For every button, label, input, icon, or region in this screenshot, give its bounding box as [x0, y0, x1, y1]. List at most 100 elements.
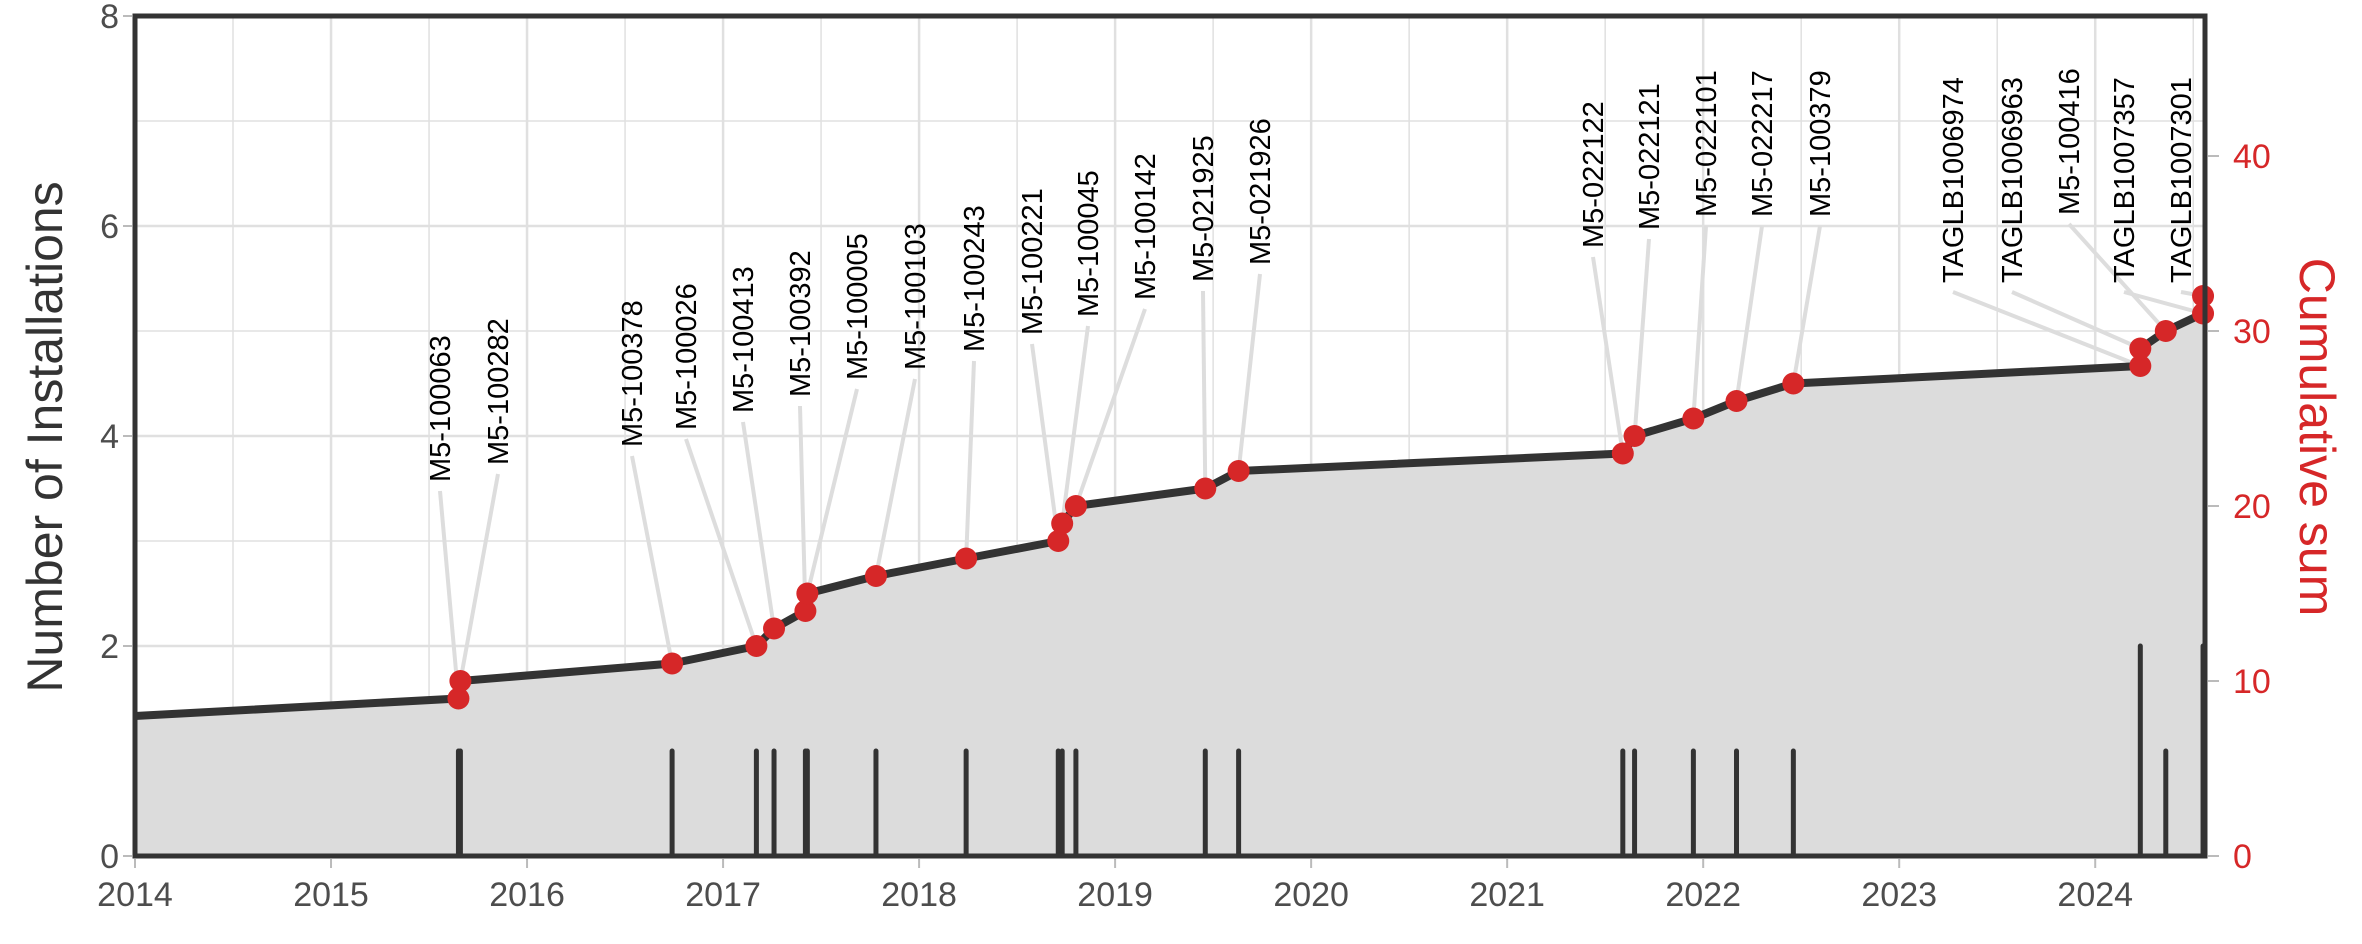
label-connector — [458, 473, 500, 682]
label-connector — [684, 438, 759, 647]
x-axis: 2014 2015 2016 2017 2018 2019 2020 2021 2022 2023… — [97, 859, 2133, 914]
x-tick-label: 2020 — [1273, 876, 1349, 914]
data-point — [955, 547, 978, 570]
data-point — [2154, 320, 2177, 342]
label-connector — [964, 360, 976, 559]
point-label: M5-100045 — [1073, 170, 1105, 317]
label-connector — [438, 490, 461, 699]
plot-border — [132, 13, 2208, 859]
point-label: M5-022217 — [1747, 70, 1779, 217]
y-tick-label-right: 40 — [2233, 138, 2271, 176]
data-point — [1782, 372, 1805, 395]
y-axis-title-right: Cumulative sum — [2289, 258, 2345, 616]
x-tick-label: 2024 — [2057, 876, 2133, 914]
x-tick-label: 2016 — [489, 876, 565, 914]
label-connector — [1591, 256, 1625, 454]
cumulative-area — [135, 296, 2204, 856]
y-axis-left: 0 2 4 6 8 — [100, 0, 132, 876]
y-tick-label-left: 8 — [100, 0, 119, 36]
x-tick-label: 2023 — [1861, 876, 1937, 914]
data-point — [1051, 512, 1074, 535]
point-label: TAGLB1007301 — [2166, 77, 2198, 283]
point-labels: M5-100063 M5-100282 M5-100378 M5-100026 M5-1… — [425, 68, 2198, 482]
point-label: M5-100416 — [2054, 68, 2086, 215]
x-tick-label: 2021 — [1469, 876, 1545, 914]
label-connector — [2123, 290, 2204, 316]
y-tick-label-right: 10 — [2233, 663, 2271, 701]
data-point — [745, 635, 768, 657]
data-point — [661, 652, 684, 675]
data-point — [1064, 495, 1087, 517]
point-label: M5-100103 — [900, 223, 932, 370]
data-point — [864, 565, 887, 587]
point-label: M5-100379 — [1805, 70, 1837, 217]
data-point — [796, 582, 819, 605]
data-point — [763, 617, 786, 640]
point-label: M5-100142 — [1130, 153, 1162, 300]
label-connector — [874, 378, 917, 577]
label-connector — [1060, 325, 1090, 524]
point-label: M5-100026 — [671, 283, 703, 430]
point-label: M5-100392 — [785, 250, 817, 397]
point-label: M5-100282 — [483, 318, 515, 465]
y-axis-right: 0 10 20 30 40 — [2208, 138, 2271, 876]
point-label: M5-100063 — [425, 335, 457, 482]
data-point — [1623, 425, 1646, 447]
point-label: M5-100413 — [728, 266, 760, 413]
data-point — [2129, 337, 2152, 360]
label-connector — [1030, 343, 1061, 542]
label-connector — [1201, 290, 1208, 489]
y-tick-label-right: 0 — [2233, 838, 2252, 876]
point-label: M5-100221 — [1017, 188, 1049, 335]
plot-frame — [132, 13, 2208, 859]
point-label: M5-100005 — [842, 233, 874, 380]
point-label: TAGLB1006963 — [1997, 77, 2029, 283]
data-point — [1227, 460, 1250, 482]
x-tick-label: 2015 — [293, 876, 369, 914]
x-tick-label: 2022 — [1665, 876, 1741, 914]
y-tick-label-left: 0 — [100, 838, 119, 876]
data-point — [447, 687, 470, 710]
label-connectors — [438, 222, 2204, 699]
point-label: TAGLB1006974 — [1938, 77, 1970, 283]
y-tick-label-left: 4 — [100, 418, 119, 456]
y-tick-label-left: 6 — [100, 208, 119, 246]
label-connector — [2067, 222, 2168, 333]
y-tick-label-left: 2 — [100, 628, 119, 666]
area-fill — [135, 296, 2204, 856]
point-label: M5-100243 — [959, 205, 991, 352]
data-point — [1194, 477, 1217, 500]
point-label: TAGLB1007357 — [2109, 77, 2141, 283]
label-connector — [798, 405, 808, 612]
point-label: M5-100378 — [617, 300, 649, 447]
label-connector — [1074, 308, 1147, 507]
label-connector — [1734, 225, 1764, 402]
data-point — [794, 600, 817, 622]
point-label: M5-022101 — [1691, 70, 1723, 217]
label-connector — [805, 388, 859, 594]
data-point — [1047, 530, 1070, 552]
label-connector — [1632, 238, 1651, 437]
x-tick-label: 2014 — [97, 876, 173, 914]
point-label: M5-022122 — [1578, 101, 1610, 248]
x-tick-label: 2017 — [685, 876, 761, 914]
point-label: M5-021925 — [1188, 135, 1220, 282]
label-connector — [1791, 225, 1822, 384]
label-connector — [630, 455, 675, 664]
data-point — [2129, 355, 2152, 377]
label-connector — [1236, 273, 1262, 472]
label-connector — [1691, 225, 1708, 419]
y-tick-label-right: 30 — [2233, 313, 2271, 351]
data-point — [449, 670, 472, 692]
y-tick-label-right: 20 — [2233, 488, 2271, 526]
data-point — [1725, 390, 1748, 412]
point-label: M5-022121 — [1634, 83, 1666, 230]
installation-spikes — [455, 643, 2206, 859]
point-label: M5-021926 — [1245, 118, 1277, 265]
y-axis-title-left: Number of Installations — [17, 181, 73, 692]
x-tick-label: 2018 — [881, 876, 957, 914]
x-tick-label: 2019 — [1077, 876, 1153, 914]
data-point — [1682, 407, 1705, 430]
data-point — [1611, 442, 1634, 465]
